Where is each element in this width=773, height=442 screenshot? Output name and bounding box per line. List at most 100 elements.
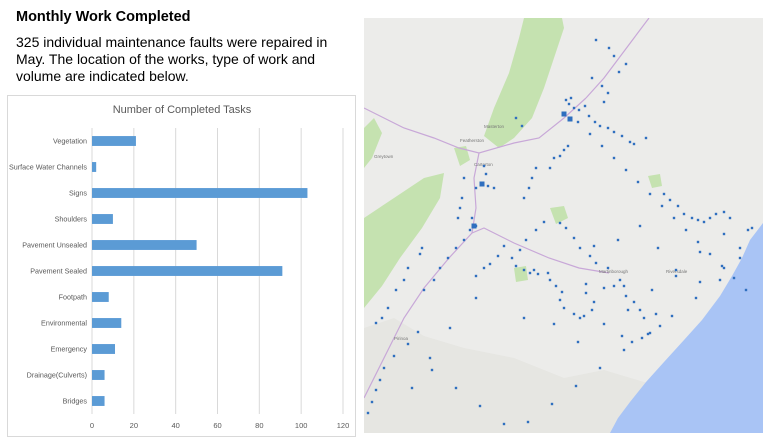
work-marker[interactable] [696, 218, 700, 222]
work-marker[interactable] [569, 96, 573, 100]
work-marker[interactable] [632, 300, 636, 304]
work-marker[interactable] [670, 314, 674, 318]
work-marker[interactable] [592, 244, 596, 248]
work-marker[interactable] [402, 278, 406, 282]
work-marker[interactable] [744, 288, 748, 292]
work-marker[interactable] [696, 240, 700, 244]
work-marker[interactable] [554, 284, 558, 288]
work-marker[interactable] [548, 166, 552, 170]
work-location-map[interactable]: Masterton Featherston Greytown Carterton Mar… [364, 18, 763, 433]
work-marker[interactable] [638, 224, 642, 228]
work-marker[interactable] [578, 246, 582, 250]
work-marker[interactable] [624, 294, 628, 298]
work-marker[interactable] [722, 232, 726, 236]
work-marker-cluster[interactable] [561, 111, 567, 117]
work-marker-cluster[interactable] [479, 181, 485, 187]
work-marker[interactable] [406, 342, 410, 346]
work-marker[interactable] [438, 266, 442, 270]
work-marker[interactable] [732, 276, 736, 280]
work-marker-cluster[interactable] [567, 116, 573, 122]
work-marker[interactable] [542, 220, 546, 224]
work-marker[interactable] [674, 268, 678, 272]
work-marker[interactable] [578, 316, 582, 320]
work-marker[interactable] [422, 288, 426, 292]
work-marker[interactable] [644, 136, 648, 140]
work-marker[interactable] [592, 300, 596, 304]
work-marker[interactable] [576, 340, 580, 344]
work-marker[interactable] [550, 402, 554, 406]
work-marker[interactable] [454, 386, 458, 390]
work-marker[interactable] [392, 354, 396, 358]
work-marker[interactable] [524, 238, 528, 242]
work-marker[interactable] [370, 400, 374, 404]
work-marker[interactable] [674, 274, 678, 278]
work-marker[interactable] [488, 262, 492, 266]
work-marker[interactable] [668, 198, 672, 202]
work-marker[interactable] [656, 246, 660, 250]
work-marker[interactable] [708, 252, 712, 256]
work-marker[interactable] [462, 238, 466, 242]
work-marker[interactable] [374, 321, 378, 325]
work-marker[interactable] [496, 254, 500, 258]
work-marker[interactable] [624, 62, 628, 66]
work-marker[interactable] [676, 204, 680, 208]
work-marker[interactable] [478, 404, 482, 408]
work-marker[interactable] [380, 316, 384, 320]
work-marker[interactable] [522, 196, 526, 200]
work-marker[interactable] [587, 114, 591, 118]
work-marker[interactable] [560, 290, 564, 294]
work-marker[interactable] [598, 124, 602, 128]
work-marker[interactable] [722, 266, 726, 270]
work-marker[interactable] [566, 144, 570, 148]
work-marker[interactable] [474, 274, 478, 278]
work-marker[interactable] [567, 102, 571, 106]
work-marker[interactable] [638, 308, 642, 312]
work-marker[interactable] [456, 216, 460, 220]
work-marker[interactable] [514, 264, 518, 268]
work-marker[interactable] [474, 186, 478, 190]
work-marker[interactable] [598, 366, 602, 370]
work-marker[interactable] [624, 168, 628, 172]
work-marker[interactable] [620, 334, 624, 338]
work-marker[interactable] [420, 246, 424, 250]
work-marker[interactable] [460, 196, 464, 200]
work-marker[interactable] [448, 326, 452, 330]
work-marker[interactable] [470, 216, 474, 220]
work-marker[interactable] [702, 220, 706, 224]
work-marker[interactable] [406, 266, 410, 270]
work-marker[interactable] [482, 266, 486, 270]
work-marker[interactable] [576, 120, 580, 124]
work-location-markers[interactable] [366, 38, 754, 426]
work-marker[interactable] [694, 296, 698, 300]
map-panel[interactable]: Masterton Featherston Greytown Carterton Mar… [364, 18, 763, 433]
work-marker[interactable] [454, 246, 458, 250]
work-marker[interactable] [482, 164, 486, 168]
work-marker[interactable] [584, 291, 588, 295]
work-marker[interactable] [612, 54, 616, 58]
work-marker[interactable] [474, 296, 478, 300]
work-marker[interactable] [562, 148, 566, 152]
work-marker[interactable] [600, 84, 604, 88]
work-marker[interactable] [593, 120, 597, 124]
work-marker[interactable] [522, 268, 526, 272]
work-marker[interactable] [558, 221, 562, 225]
work-marker[interactable] [366, 411, 370, 415]
work-marker[interactable] [536, 272, 540, 276]
work-marker[interactable] [698, 250, 702, 254]
work-marker[interactable] [532, 268, 536, 272]
work-marker[interactable] [577, 108, 581, 112]
work-marker[interactable] [728, 216, 732, 220]
work-marker[interactable] [746, 228, 750, 232]
work-marker[interactable] [738, 256, 742, 260]
work-marker[interactable] [430, 368, 434, 372]
work-marker[interactable] [410, 386, 414, 390]
work-marker[interactable] [602, 322, 606, 326]
work-marker[interactable] [428, 356, 432, 360]
work-marker[interactable] [552, 156, 556, 160]
work-marker[interactable] [646, 332, 650, 336]
work-marker[interactable] [574, 384, 578, 388]
work-marker[interactable] [526, 420, 530, 424]
work-marker[interactable] [528, 271, 532, 275]
work-marker[interactable] [612, 156, 616, 160]
work-marker[interactable] [468, 228, 472, 232]
